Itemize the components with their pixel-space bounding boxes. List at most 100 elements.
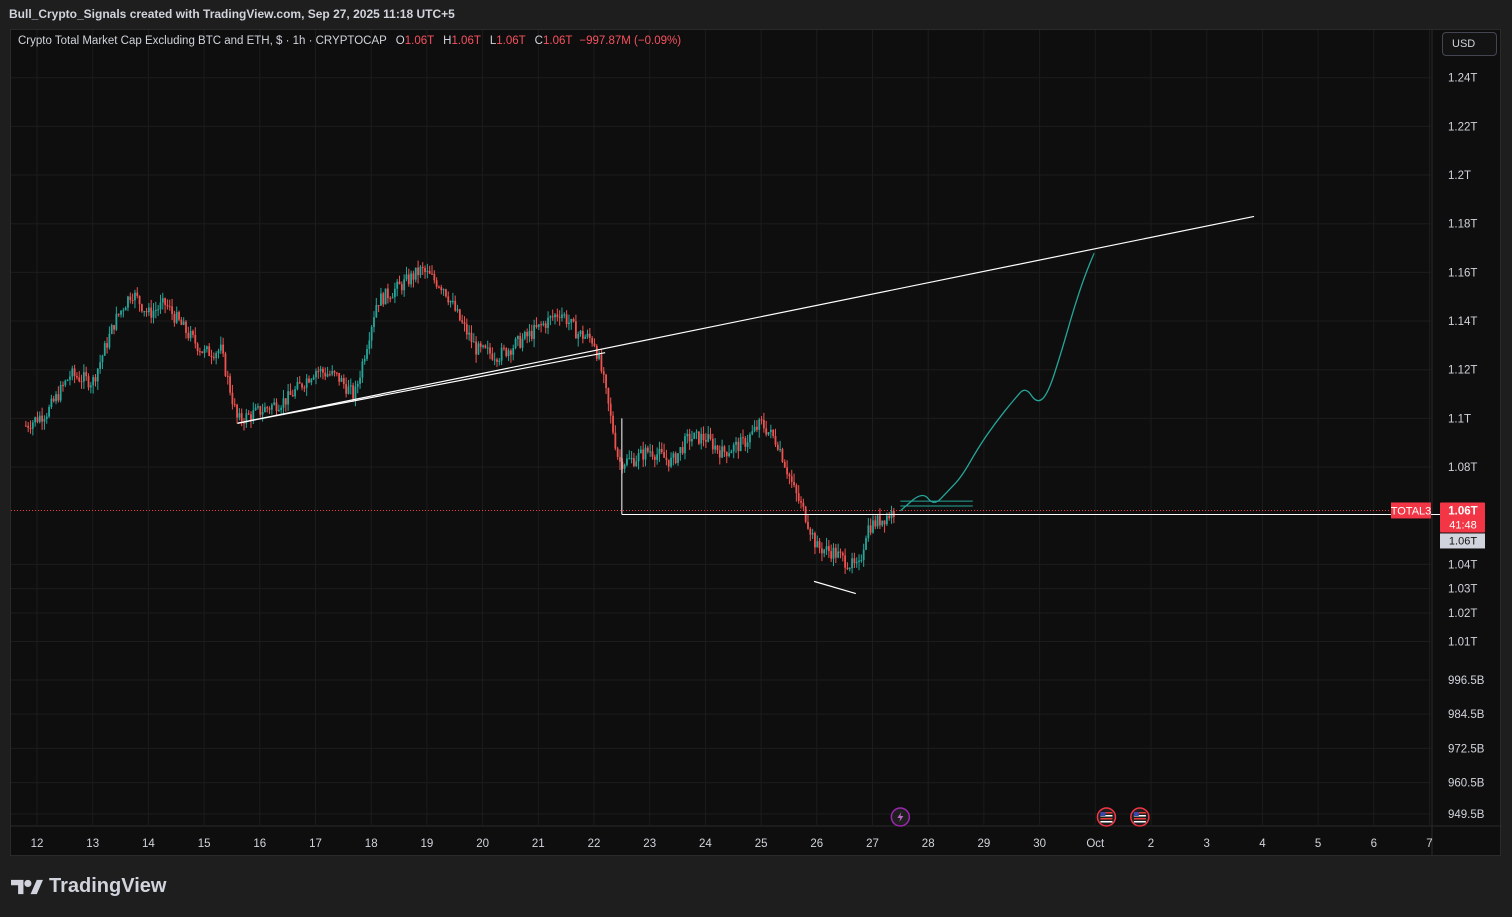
candle-body — [558, 316, 561, 318]
wedge-low-line — [813, 580, 856, 595]
candle-body — [512, 348, 515, 355]
candle-body — [693, 432, 696, 439]
candle-body — [855, 561, 858, 564]
candle-body — [851, 558, 853, 569]
candle-body — [294, 389, 296, 397]
grid-lines — [11, 30, 1431, 825]
candle-body — [691, 438, 693, 442]
candle-body — [303, 387, 306, 389]
candle-body — [264, 407, 266, 413]
candle-body — [872, 520, 874, 533]
candle-body — [338, 372, 341, 382]
candle-body — [319, 368, 322, 372]
x-tick-label: 2 — [1148, 838, 1154, 850]
candle-body — [623, 464, 626, 469]
candle-body — [565, 314, 568, 324]
candle-body — [36, 417, 39, 422]
candle-body — [858, 560, 860, 562]
candle-body — [87, 376, 90, 388]
candle-body — [282, 398, 285, 408]
candle-body — [642, 449, 645, 460]
candle-body — [252, 410, 255, 421]
legend-high-label: H — [443, 35, 452, 47]
y-tick-label: 1.04T — [1448, 559, 1477, 571]
candle-body — [328, 374, 331, 376]
candle-body — [468, 332, 471, 335]
candle-body — [839, 551, 842, 553]
candle-body — [150, 307, 153, 318]
y-tick-label: 1.02T — [1448, 608, 1477, 620]
candle-body — [377, 305, 380, 307]
candle-body — [268, 408, 271, 410]
candle-body — [881, 520, 884, 526]
price-tags: TOTAL3 1.06T 41:48 1.06T — [1391, 502, 1485, 549]
candle-body — [447, 296, 450, 303]
candle-body — [238, 413, 241, 418]
candle-body — [349, 385, 352, 387]
candle-body — [516, 336, 519, 339]
candle-body — [860, 559, 863, 561]
price-chart[interactable]: 1.24T 1.22T 1.2T 1.18T 1.16T 1.14T 1.12T 1.1T 1.… — [11, 30, 1502, 857]
projection-path — [899, 252, 1095, 512]
candle-body — [528, 330, 531, 337]
candle-body — [275, 402, 278, 412]
candle-body — [825, 546, 828, 550]
candle-body — [136, 292, 139, 296]
currency-button[interactable]: USD — [1442, 32, 1497, 56]
candle-body — [55, 394, 57, 402]
candle-body — [41, 415, 44, 422]
candle-body — [749, 434, 751, 443]
candle-body — [247, 413, 250, 415]
us-flag-event-icon — [1130, 807, 1150, 827]
x-tick-label: 4 — [1259, 838, 1266, 850]
candle-body — [217, 350, 220, 354]
legend-close-label: C — [534, 35, 543, 47]
candle-body — [76, 375, 78, 378]
candle-body — [398, 281, 401, 285]
candle-body — [229, 376, 231, 393]
candle-body — [226, 375, 229, 377]
candle-body — [106, 343, 108, 348]
candle-body — [424, 268, 426, 272]
candle-body — [477, 343, 480, 355]
candle-body — [445, 289, 447, 297]
candle-body — [730, 451, 733, 454]
candle-body — [496, 359, 498, 362]
y-tick-label: 1.16T — [1448, 267, 1477, 279]
candle-body — [832, 547, 835, 559]
candle-body — [359, 377, 361, 384]
candle-body — [591, 338, 594, 344]
candle-body — [714, 445, 717, 450]
x-tick-label: 19 — [421, 838, 434, 850]
candle-body — [586, 333, 589, 337]
candle-body — [879, 515, 881, 526]
candle-body — [301, 383, 303, 388]
candle-body — [526, 331, 529, 337]
candle-body — [59, 384, 62, 401]
candle-body — [865, 538, 867, 550]
candle-body — [612, 415, 614, 433]
candle-body — [800, 500, 802, 503]
candle-body — [751, 431, 754, 435]
candle-body — [663, 452, 665, 458]
candle-body — [322, 368, 324, 373]
candle-body — [342, 378, 345, 385]
candle-body — [259, 406, 262, 415]
legend-close-value: 1.06T — [542, 35, 573, 47]
candle-body — [373, 317, 375, 327]
tradingview-logo-icon — [11, 879, 43, 894]
candle-body — [493, 359, 496, 361]
candle-body — [94, 377, 97, 382]
candle-body — [598, 354, 601, 359]
x-tick-label: 26 — [810, 838, 823, 850]
candle-body — [122, 310, 125, 312]
y-tick-label: 1.2T — [1448, 170, 1471, 182]
candle-body — [310, 379, 313, 383]
candle-body — [175, 312, 178, 323]
candle-body — [224, 353, 227, 376]
candle-body — [888, 515, 891, 519]
x-tick-label: 23 — [643, 838, 656, 850]
tradingview-brand[interactable]: TradingView — [11, 875, 166, 898]
chart-panel[interactable]: 1.24T 1.22T 1.2T 1.18T 1.16T 1.14T 1.12T 1.1T 1.… — [10, 29, 1502, 857]
lower-trendline — [237, 352, 606, 424]
